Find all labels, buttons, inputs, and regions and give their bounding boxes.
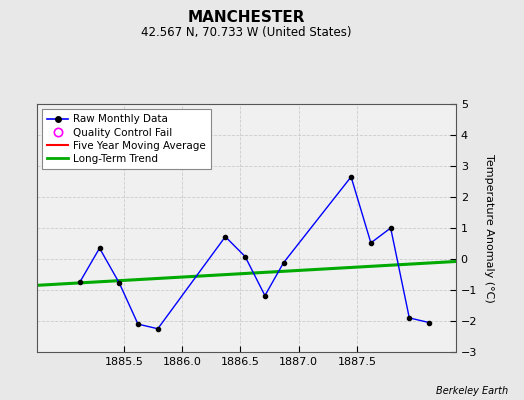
Text: Berkeley Earth: Berkeley Earth — [436, 386, 508, 396]
Text: 42.567 N, 70.733 W (United States): 42.567 N, 70.733 W (United States) — [141, 26, 352, 39]
Legend: Raw Monthly Data, Quality Control Fail, Five Year Moving Average, Long-Term Tren: Raw Monthly Data, Quality Control Fail, … — [42, 109, 211, 169]
Text: MANCHESTER: MANCHESTER — [188, 10, 305, 25]
Y-axis label: Temperature Anomaly (°C): Temperature Anomaly (°C) — [484, 154, 494, 302]
